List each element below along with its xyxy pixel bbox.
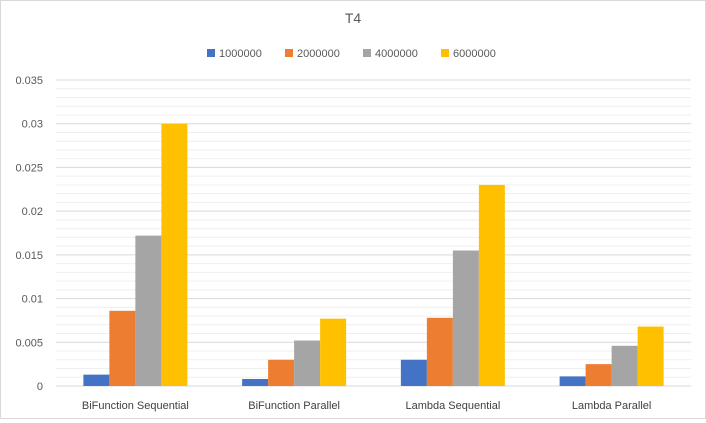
bar-2000000-1 <box>109 310 136 386</box>
bar-2000000-2 <box>268 359 295 386</box>
bar-1000000-4 <box>559 376 586 386</box>
bar-4000000-1 <box>135 235 162 386</box>
x-category-label: Lambda Parallel <box>572 400 652 412</box>
legend-swatch <box>285 49 293 57</box>
legend-swatch <box>363 49 371 57</box>
y-tick-label: 0.01 <box>22 294 43 306</box>
legend-label: 1000000 <box>219 48 262 60</box>
legend-label: 4000000 <box>375 48 418 60</box>
legend-label: 2000000 <box>297 48 340 60</box>
bar-4000000-4 <box>611 345 638 386</box>
bar-6000000-3 <box>478 184 505 386</box>
x-category-label: BiFunction Sequential <box>82 400 189 412</box>
chart-title: T4 <box>345 10 362 26</box>
bar-6000000-2 <box>320 318 347 386</box>
legend: 1000000 2000000 4000000 6000000 <box>207 48 496 60</box>
bar-4000000-3 <box>452 250 479 386</box>
bar-1000000-3 <box>400 359 427 386</box>
bars <box>83 123 664 386</box>
y-tick-label: 0.035 <box>15 75 43 87</box>
y-tick-label: 0.03 <box>22 119 43 131</box>
bar-1000000-1 <box>83 374 110 386</box>
y-tick-label: 0.005 <box>15 337 43 349</box>
legend-swatch <box>441 49 449 57</box>
legend-label: 6000000 <box>453 48 496 60</box>
x-axis: BiFunction Sequential BiFunction Parallel… <box>82 400 652 412</box>
y-axis: 0 0.005 0.01 0.015 0.02 0.025 0.03 0.035 <box>15 75 43 393</box>
y-tick-label: 0.02 <box>22 206 43 218</box>
y-tick-label: 0.025 <box>15 162 43 174</box>
y-tick-label: 0 <box>37 381 43 393</box>
bar-6000000-4 <box>637 326 664 386</box>
x-category-label: Lambda Sequential <box>405 400 500 412</box>
y-tick-label: 0.015 <box>15 250 43 262</box>
bar-1000000-2 <box>242 379 269 386</box>
legend-swatch <box>207 49 215 57</box>
bar-4000000-2 <box>294 340 321 386</box>
bar-2000000-4 <box>585 364 612 386</box>
x-category-label: BiFunction Parallel <box>248 400 340 412</box>
bar-2000000-3 <box>426 317 453 386</box>
bar-6000000-1 <box>161 123 188 386</box>
